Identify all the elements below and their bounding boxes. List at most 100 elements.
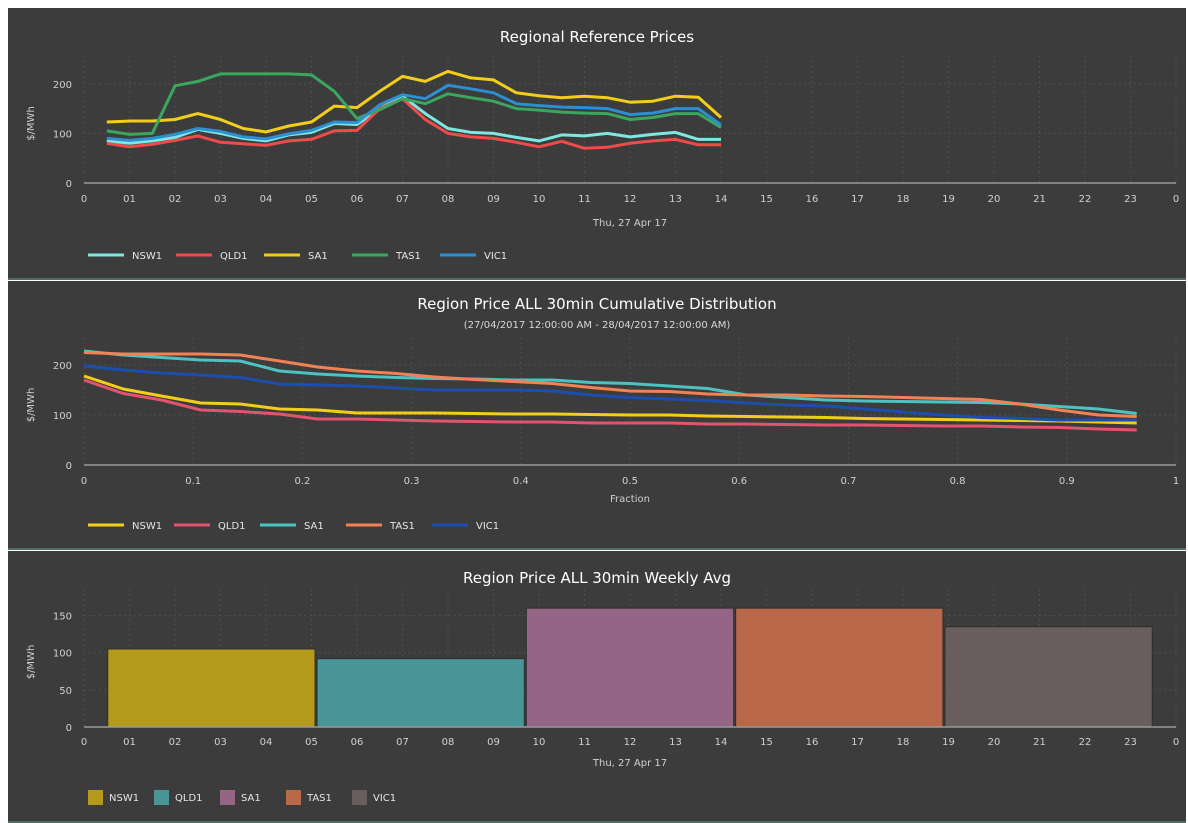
weekly-avg-xtick-label: 19 [942, 737, 955, 748]
weekly-avg-xtick-label: 13 [669, 737, 682, 748]
regional-prices-legend-label-qld1: QLD1 [220, 251, 248, 262]
regional-prices-legend-label-sa1: SA1 [308, 251, 328, 262]
weekly-avg-ytick-label: 0 [66, 723, 72, 734]
regional-prices-xtick-label: 0 [81, 194, 87, 205]
cumulative-distribution-legend-label-tas1: TAS1 [389, 521, 415, 532]
regional-prices-ylabel: $/MWh [26, 106, 37, 141]
regional-prices-ytick-label: 100 [53, 129, 72, 140]
regional-prices-xtick-label: 02 [169, 194, 182, 205]
regional-prices-xtick-label: 01 [123, 194, 136, 205]
weekly-avg-xtick-label: 10 [533, 737, 546, 748]
regional-prices-ytick-label: 200 [53, 80, 72, 91]
cumulative-distribution-xtick-label: 0.3 [404, 476, 420, 487]
weekly-avg-bar-nsw1 [107, 648, 316, 728]
weekly-avg-xtick-label: 07 [396, 737, 409, 748]
weekly-avg-xtick-label: 14 [715, 737, 728, 748]
cumulative-distribution-legend-label-vic1: VIC1 [476, 521, 499, 532]
regional-prices-legend-label-tas1: TAS1 [395, 251, 421, 262]
weekly-avg-xtick-label: 12 [624, 737, 637, 748]
weekly-avg-legend-label-sa1: SA1 [241, 793, 261, 804]
weekly-avg-chart: Region Price ALL 30min Weekly Avg 0 01 02 03… [26, 569, 1179, 805]
regional-prices-xtick-label: 19 [942, 194, 955, 205]
cumulative-distribution-title: Region Price ALL 30min Cumulative Distri… [417, 295, 776, 313]
cumulative-distribution-xtick-label: 0.1 [185, 476, 201, 487]
cumulative-distribution-panel: Region Price ALL 30min Cumulative Distri… [8, 281, 1186, 550]
cumulative-distribution-xtick-label: 0.4 [513, 476, 529, 487]
regional-prices-series-tas1 [106, 72, 722, 136]
regional-prices-xlabel: Thu, 27 Apr 17 [592, 218, 667, 229]
weekly-avg-ytick-label: 50 [59, 686, 72, 697]
weekly-avg-xtick-label: 05 [305, 737, 318, 748]
weekly-avg-xtick-label: 02 [169, 737, 182, 748]
cumulative-distribution-chart: Region Price ALL 30min Cumulative Distri… [26, 295, 1179, 532]
weekly-avg-xtick-label: 03 [214, 737, 227, 748]
regional-prices-xtick-label: 04 [260, 194, 273, 205]
regional-prices-xtick-label: 20 [988, 194, 1001, 205]
cumulative-distribution-legend-label-nsw1: NSW1 [132, 521, 162, 532]
regional-prices-xtick-label: 09 [487, 194, 500, 205]
cumulative-distribution-series-qld1 [83, 378, 1137, 432]
regional-prices-title: Regional Reference Prices [500, 28, 694, 46]
regional-prices-panel: Regional Reference Prices 0 01 02 03 04 05 06 07… [8, 8, 1186, 280]
cumulative-distribution-xtick-label: 0.9 [1059, 476, 1075, 487]
cumulative-distribution-xlabel: Fraction [610, 494, 650, 505]
weekly-avg-xtick-label: 04 [260, 737, 273, 748]
cumulative-distribution-subtitle: (27/04/2017 12:00:00 AM - 28/04/2017 12:… [464, 320, 731, 331]
weekly-avg-legend-swatch-qld1 [154, 790, 169, 805]
regional-prices-xtick-label: 16 [806, 194, 819, 205]
weekly-avg-xtick-label: 0 [81, 737, 87, 748]
regional-prices-xtick-label: 12 [624, 194, 637, 205]
weekly-avg-xtick-label: 22 [1079, 737, 1092, 748]
cumulative-distribution-series-tas1 [83, 351, 1137, 418]
regional-prices-xtick-label: 14 [715, 194, 728, 205]
cumulative-distribution-series-nsw1 [83, 374, 1137, 425]
weekly-avg-bar-vic1 [944, 626, 1153, 728]
cumulative-distribution-xtick-label: 0 [81, 476, 87, 487]
cumulative-distribution-ylabel: $/MWh [26, 388, 37, 423]
regional-prices-xtick-label: 13 [669, 194, 682, 205]
regional-prices-series-vic1 [106, 83, 722, 142]
cumulative-distribution-series-vic1 [83, 364, 1137, 422]
regional-prices-xtick-label: 0 [1173, 194, 1179, 205]
weekly-avg-xtick-label: 15 [760, 737, 773, 748]
weekly-avg-ytick-label: 150 [53, 612, 72, 623]
regional-prices-ytick-label: 0 [66, 179, 72, 190]
regional-prices-xtick-label: 18 [897, 194, 910, 205]
cumulative-distribution-series-sa1 [83, 349, 1137, 415]
regional-prices-series-sa1 [106, 69, 722, 134]
weekly-avg-legend-swatch-nsw1 [88, 790, 103, 805]
weekly-avg-bar-tas1 [735, 607, 944, 728]
cumulative-distribution-legend-label-sa1: SA1 [304, 521, 324, 532]
weekly-avg-xtick-label: 18 [897, 737, 910, 748]
weekly-avg-legend-swatch-vic1 [352, 790, 367, 805]
weekly-avg-xtick-label: 0 [1173, 737, 1179, 748]
weekly-avg-xtick-label: 11 [578, 737, 591, 748]
regional-prices-xtick-label: 21 [1033, 194, 1046, 205]
regional-prices-xtick-label: 05 [305, 194, 318, 205]
regional-prices-xtick-label: 07 [396, 194, 409, 205]
weekly-avg-bar-sa1 [525, 607, 735, 728]
cumulative-distribution-xtick-label: 0.8 [950, 476, 966, 487]
weekly-avg-legend-label-tas1: TAS1 [306, 793, 332, 804]
regional-prices-xtick-label: 11 [578, 194, 591, 205]
weekly-avg-legend-label-nsw1: NSW1 [109, 793, 139, 804]
regional-prices-xtick-label: 06 [351, 194, 364, 205]
regional-prices-xtick-label: 15 [760, 194, 773, 205]
weekly-avg-panel: Region Price ALL 30min Weekly Avg 0 01 02 03… [8, 551, 1186, 823]
regional-prices-xtick-label: 23 [1124, 194, 1137, 205]
weekly-avg-ylabel: $/MWh [26, 645, 37, 680]
regional-prices-legend-label-nsw1: NSW1 [132, 251, 162, 262]
weekly-avg-xtick-label: 16 [806, 737, 819, 748]
weekly-avg-xtick-label: 21 [1033, 737, 1046, 748]
cumulative-distribution-xtick-label: 0.6 [731, 476, 747, 487]
weekly-avg-xtick-label: 09 [487, 737, 500, 748]
regional-prices-xtick-label: 17 [851, 194, 864, 205]
weekly-avg-title: Region Price ALL 30min Weekly Avg [463, 569, 731, 587]
regional-prices-xtick-label: 08 [442, 194, 455, 205]
regional-prices-xtick-label: 22 [1079, 194, 1092, 205]
cumulative-distribution-ytick-label: 100 [53, 411, 72, 422]
regional-prices-chart: Regional Reference Prices 0 01 02 03 04 05 06 07… [26, 28, 1179, 262]
regional-prices-series-qld1 [106, 97, 721, 150]
cumulative-distribution-xtick-label: 0.7 [840, 476, 856, 487]
cumulative-distribution-xtick-label: 0.2 [294, 476, 310, 487]
